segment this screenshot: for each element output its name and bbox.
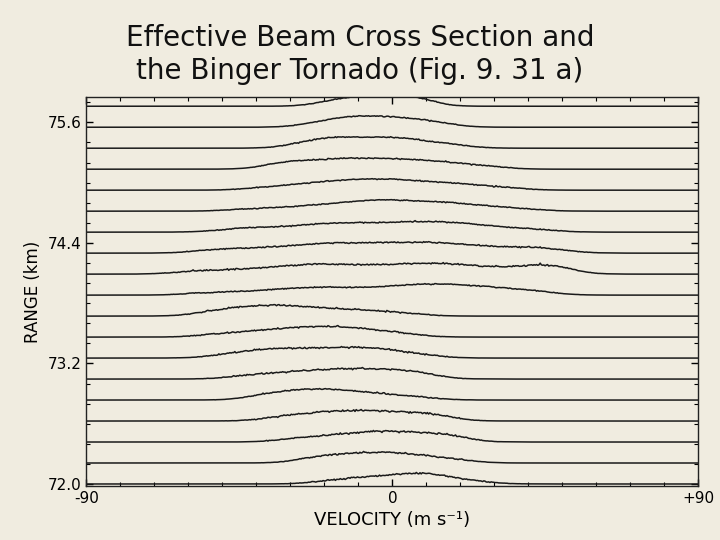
Text: the Binger Tornado (Fig. 9. 31 a): the Binger Tornado (Fig. 9. 31 a) — [136, 57, 584, 85]
Text: Effective Beam Cross Section and: Effective Beam Cross Section and — [126, 24, 594, 52]
Y-axis label: RANGE (km): RANGE (km) — [24, 240, 42, 343]
X-axis label: VELOCITY (m s⁻¹): VELOCITY (m s⁻¹) — [315, 511, 470, 529]
